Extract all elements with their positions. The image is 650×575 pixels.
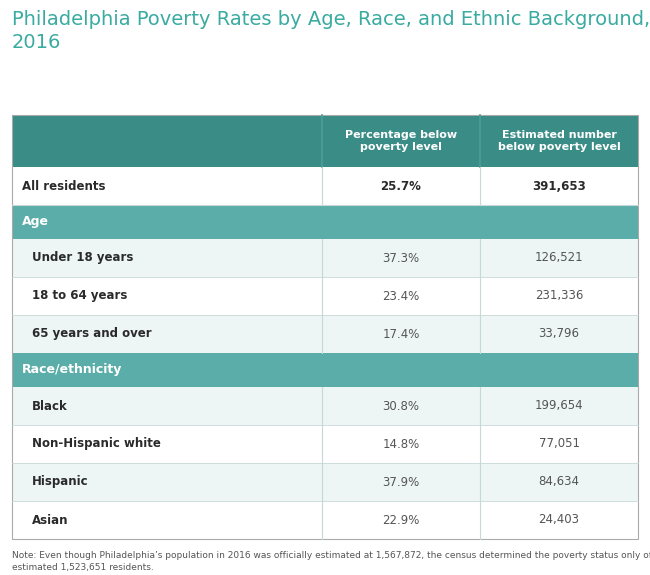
Text: 231,336: 231,336 (535, 289, 583, 302)
Bar (12, 205, 638, 239)
Text: 17.4%: 17.4% (382, 328, 420, 340)
Bar (12, 501, 638, 539)
Text: Hispanic: Hispanic (32, 476, 88, 489)
Bar (12, 115, 638, 539)
Text: 37.9%: 37.9% (382, 476, 420, 489)
Bar (12, 425, 638, 463)
Text: 24,403: 24,403 (538, 513, 580, 527)
Text: All residents: All residents (22, 179, 105, 193)
Text: 33,796: 33,796 (538, 328, 580, 340)
Text: 23.4%: 23.4% (382, 289, 420, 302)
Bar (12, 277, 638, 315)
Text: Estimated number
below poverty level: Estimated number below poverty level (498, 130, 620, 152)
Text: Philadelphia Poverty Rates by Age, Race, and Ethnic Background,
2016: Philadelphia Poverty Rates by Age, Race,… (12, 10, 650, 52)
Text: Black: Black (32, 400, 68, 412)
Bar (12, 167, 638, 205)
Text: 14.8%: 14.8% (382, 438, 420, 450)
Bar (12, 315, 638, 353)
Text: 25.7%: 25.7% (380, 179, 421, 193)
Bar (12, 239, 638, 277)
Text: 65 years and over: 65 years and over (32, 328, 151, 340)
Bar (12, 387, 638, 425)
Text: 77,051: 77,051 (538, 438, 580, 450)
Text: Percentage below
poverty level: Percentage below poverty level (345, 130, 457, 152)
Text: 126,521: 126,521 (535, 251, 583, 264)
Bar (12, 463, 638, 501)
Text: 37.3%: 37.3% (382, 251, 419, 264)
Text: Age: Age (22, 216, 49, 228)
Text: Non-Hispanic white: Non-Hispanic white (32, 438, 161, 450)
Text: Race/ethnicity: Race/ethnicity (22, 363, 122, 377)
Bar (12, 115, 638, 167)
Text: 199,654: 199,654 (535, 400, 583, 412)
Text: 22.9%: 22.9% (382, 513, 420, 527)
Text: 18 to 64 years: 18 to 64 years (32, 289, 127, 302)
Text: 84,634: 84,634 (538, 476, 580, 489)
Text: Note: Even though Philadelphia’s population in 2016 was officially estimated at : Note: Even though Philadelphia’s populat… (12, 551, 650, 572)
Text: 30.8%: 30.8% (382, 400, 419, 412)
Text: 391,653: 391,653 (532, 179, 586, 193)
Bar (12, 353, 638, 387)
Text: Under 18 years: Under 18 years (32, 251, 133, 264)
Text: Asian: Asian (32, 513, 68, 527)
